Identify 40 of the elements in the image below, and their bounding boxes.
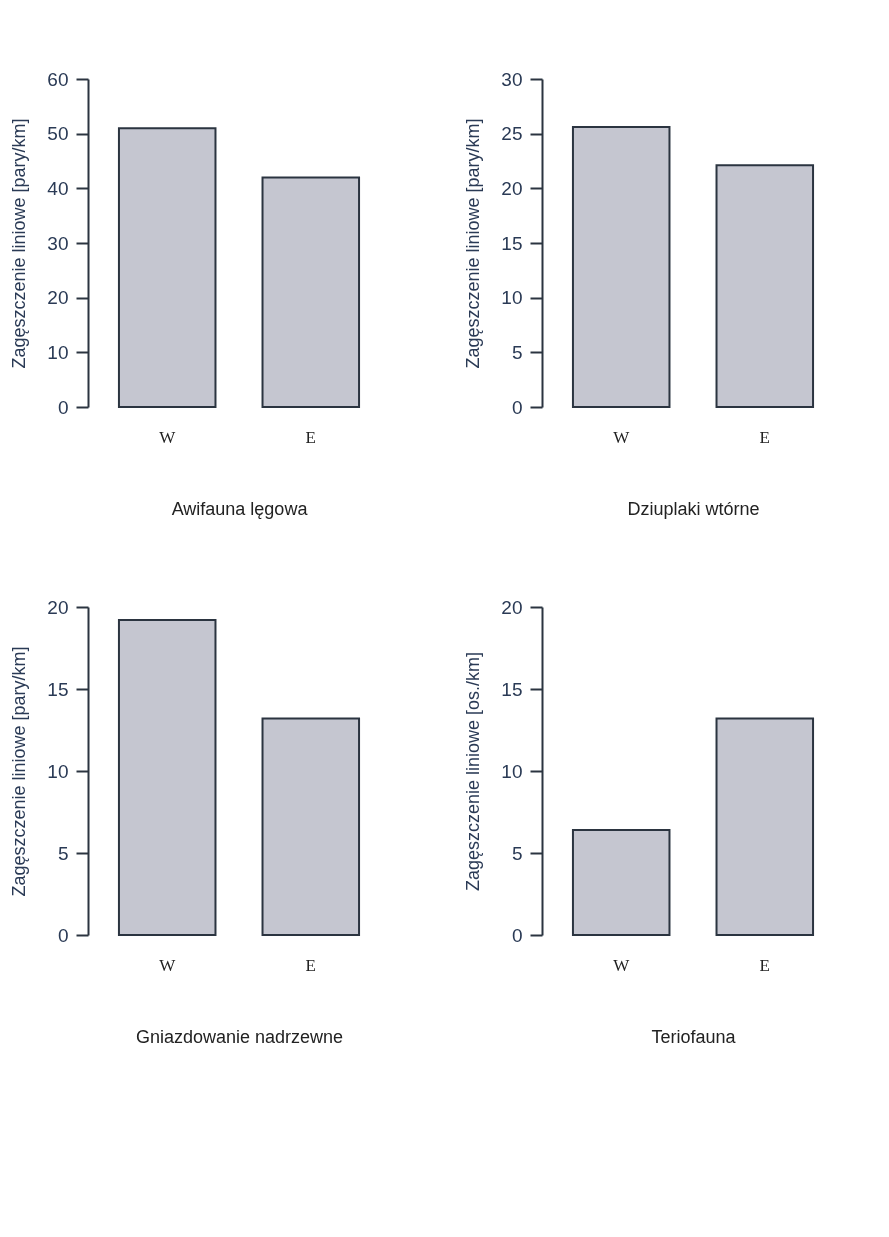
y-tick-label: 15 xyxy=(501,232,523,254)
y-tick-label: 0 xyxy=(511,924,523,946)
y-tick-label: 40 xyxy=(47,177,69,199)
y-tick-label: 60 xyxy=(47,68,69,90)
y-tick-label: 15 xyxy=(501,678,523,700)
x-tick-label: W xyxy=(159,955,177,975)
y-tick-label: 0 xyxy=(57,924,69,946)
y-tick-label: 30 xyxy=(47,232,69,254)
x-tick-label: W xyxy=(613,427,631,447)
y-tick-label: 10 xyxy=(501,287,523,309)
y-tick-label: 5 xyxy=(511,842,523,864)
y-tick-label: 30 xyxy=(501,68,523,90)
y-tick-label: 20 xyxy=(501,596,523,618)
y-axis-title: Zagęszczenie liniowe [os./km] xyxy=(463,651,484,892)
y-tick-label: 5 xyxy=(57,842,69,864)
y-tick-label: 25 xyxy=(501,123,523,145)
y-tick-label: 20 xyxy=(501,177,523,199)
x-axis-title: Dziuplaki wtórne xyxy=(627,498,760,519)
x-tick-label: E xyxy=(759,427,770,447)
y-tick-label: 5 xyxy=(511,341,523,363)
y-tick-label: 20 xyxy=(47,596,69,618)
x-axis-title: Teriofauna xyxy=(651,1026,737,1047)
x-tick-label: W xyxy=(159,427,177,447)
y-tick-label: 20 xyxy=(47,287,69,309)
x-axis-title: Awifauna lęgowa xyxy=(171,498,309,519)
y-tick-label: 0 xyxy=(511,396,523,418)
y-tick-label: 0 xyxy=(57,396,69,418)
y-axis-title: Zagęszczenie liniowe [pary/km] xyxy=(463,118,484,369)
y-tick-label: 10 xyxy=(501,760,523,782)
x-tick-label: W xyxy=(613,955,631,975)
y-tick-label: 50 xyxy=(47,123,69,145)
x-tick-label: E xyxy=(759,955,770,975)
x-tick-label: E xyxy=(305,955,316,975)
y-tick-label: 10 xyxy=(47,341,69,363)
y-tick-label: 15 xyxy=(47,678,69,700)
y-axis-title: Zagęszczenie liniowe [pary/km] xyxy=(9,646,30,897)
x-tick-label: E xyxy=(305,427,316,447)
y-tick-label: 10 xyxy=(47,760,69,782)
x-axis-title: Gniazdowanie nadrzewne xyxy=(135,1026,344,1047)
y-axis-title: Zagęszczenie liniowe [pary/km] xyxy=(9,118,30,369)
